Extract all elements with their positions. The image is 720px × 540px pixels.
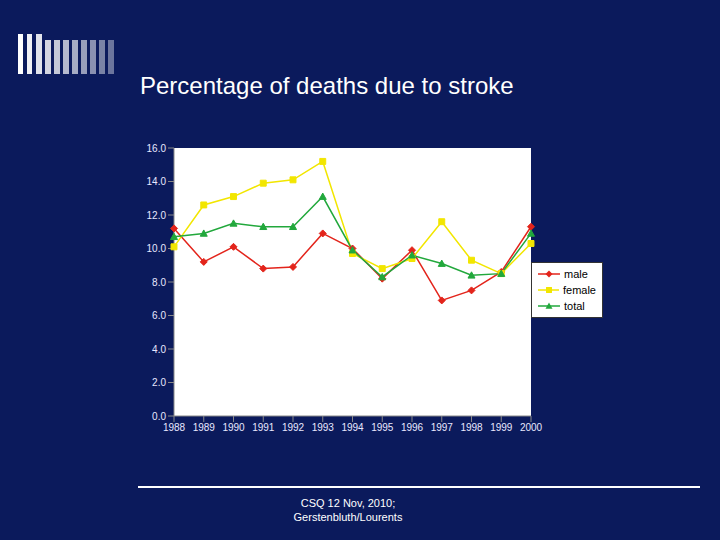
svg-text:4.0: 4.0 <box>152 344 166 355</box>
html-text:total: total <box>564 300 585 312</box>
svg-text:1998: 1998 <box>460 422 483 433</box>
svg-text:2.0: 2.0 <box>152 377 166 388</box>
html-text:Percentage of deaths due to st: Percentage of deaths due to stroke <box>140 72 514 99</box>
svg-text:8.0: 8.0 <box>152 277 166 288</box>
svg-text:6.0: 6.0 <box>152 310 166 321</box>
html-text:CSQ 12 Nov, 2010;: CSQ 12 Nov, 2010; <box>300 497 396 509</box>
html-text:female: female <box>563 284 596 296</box>
svg-text:16.0: 16.0 <box>147 143 167 154</box>
svg-text:1995: 1995 <box>371 422 394 433</box>
svg-text:14.0: 14.0 <box>147 176 167 187</box>
svg-text:1988: 1988 <box>163 422 186 433</box>
svg-text:1997: 1997 <box>431 422 454 433</box>
svg-text:1990: 1990 <box>222 422 245 433</box>
svg-text:1999: 1999 <box>490 422 513 433</box>
svg-text:1994: 1994 <box>341 422 364 433</box>
svg-text:1993: 1993 <box>312 422 335 433</box>
svg-text:10.0: 10.0 <box>147 243 167 254</box>
svg-text:2000: 2000 <box>520 422 543 433</box>
svg-text:12.0: 12.0 <box>147 210 167 221</box>
svg-text:1996: 1996 <box>401 422 424 433</box>
svg-text:1989: 1989 <box>193 422 216 433</box>
html-text:male: male <box>564 268 588 280</box>
svg-text:1992: 1992 <box>282 422 305 433</box>
html-text:Gerstenbluth/Lourents: Gerstenbluth/Lourents <box>293 511 403 523</box>
svg-text:1991: 1991 <box>252 422 275 433</box>
svg-text:0.0: 0.0 <box>152 411 166 422</box>
